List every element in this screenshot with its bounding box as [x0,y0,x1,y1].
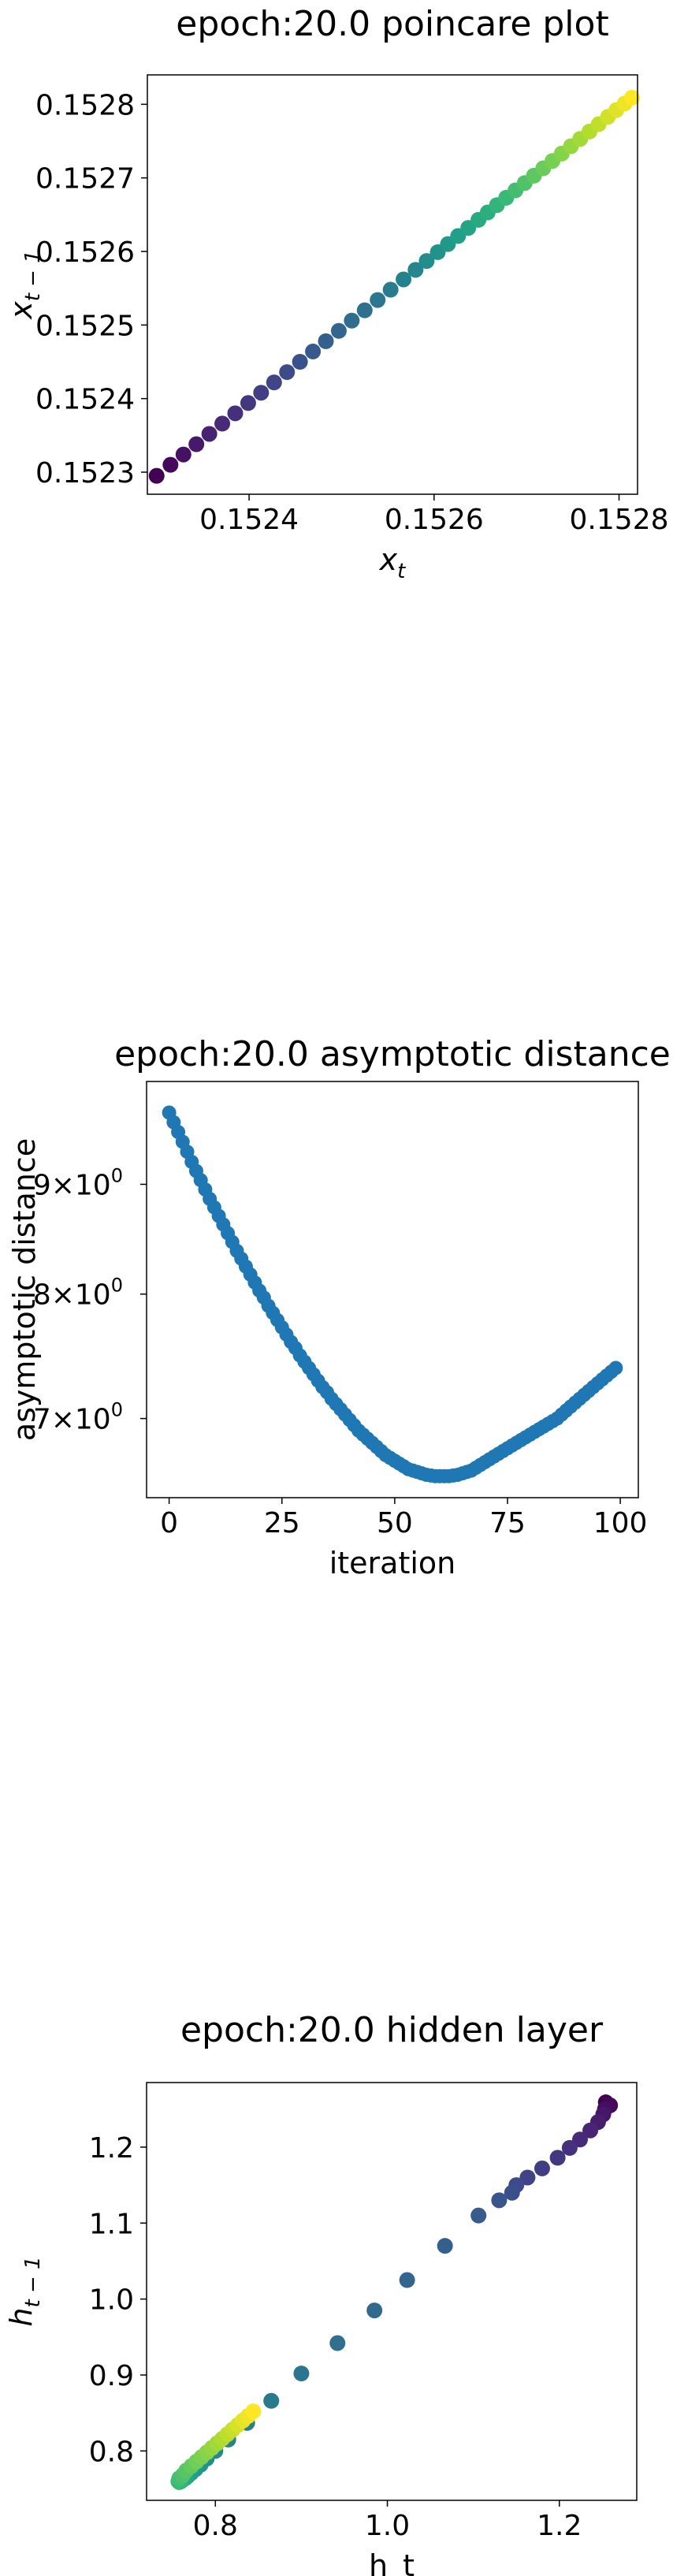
x-tick-label: 100 [593,1507,648,1539]
chart-title: epoch:20.0 asymptotic distance [114,1034,671,1074]
data-point [561,2139,578,2156]
data-point [396,271,412,288]
y-tick-label: 9×100 [33,1164,123,1201]
data-point [214,415,231,432]
data-point [418,253,435,270]
y-axis-label: ht − 1 [4,2256,45,2326]
data-point [292,354,308,370]
y-tick-exponent: 0 [111,1275,123,1297]
data-point [240,395,256,411]
y-tick-label: 0.9 [89,2360,134,2392]
data-point [470,2207,487,2224]
y-tick-exponent: 0 [111,1399,123,1421]
data-point [519,2169,536,2186]
x-tick-label: 0 [160,1507,178,1539]
x-tick-label: 75 [489,1507,526,1539]
data-point [407,262,424,278]
data-point [266,374,282,391]
y-axis-label: asymptotic distance [7,1138,42,1441]
data-point [534,2160,550,2176]
x-axis-label: xt [379,542,407,583]
x-tick-label: 0.1528 [570,504,669,536]
axes-frame [146,1081,639,1498]
data-point [437,2238,453,2254]
y-tick-label: 1.0 [89,2284,134,2317]
axes-frame [147,74,638,495]
y-tick-exponent: 0 [111,1164,123,1186]
data-point [201,426,218,442]
y-tick-label: 0.1524 [35,384,135,416]
chart-title: epoch:20.0 hidden layer [180,2010,604,2050]
x-tick-label: 1.0 [365,2510,410,2542]
data-point [330,322,347,339]
chart-2: epoch:20.0 asymptotic distance 0 25 50 75 100… [7,1034,671,1580]
data-point [582,2122,599,2139]
data-point [491,2192,508,2209]
data-point [263,2392,280,2409]
y-tick-label: 1.2 [89,2132,134,2165]
data-point [318,333,334,349]
data-point [293,2366,310,2382]
x-tick-label: 0.8 [193,2510,238,2542]
data-point [245,2403,262,2420]
y-tick-label: 7×100 [33,1399,123,1436]
data-point [366,2302,383,2319]
y-tick-label: 0.1528 [35,89,135,121]
x-tick-label: 0.1526 [385,504,484,536]
y-tick-label: 8×100 [33,1275,123,1312]
data-point [504,2184,520,2201]
y-tick-label: 0.1527 [35,163,135,195]
y-tick-label: 0.1525 [35,310,135,342]
y-tick-label: 0.1523 [35,457,135,490]
data-point [227,405,244,422]
data-point [305,343,322,359]
data-point [623,89,640,106]
data-point [608,1361,623,1375]
chart-3: epoch:20.0 hidden layer 0.8 1.0 1.2 0.8 0.9 1.… [4,2010,638,2576]
data-point [382,281,399,298]
chart-1: epoch:20.0 poincare plot 0.1524 0.1526 0.15… [4,4,669,583]
data-point [279,364,296,381]
data-point [370,292,386,308]
data-point [253,385,270,401]
data-point [344,312,360,329]
y-axis-label: xt − 1 [4,250,45,320]
data-point [399,2272,415,2288]
y-tick-label: 0.1526 [35,236,135,269]
x-tick-label: 1.2 [537,2510,582,2542]
y-tick-label: 0.8 [89,2436,134,2468]
axes-frame [146,2082,638,2501]
data-point [356,302,373,318]
data-point [175,446,191,463]
x-tick-label: 50 [377,1507,413,1539]
x-tick-label: 25 [264,1507,300,1539]
data-point [329,2335,346,2351]
chart-title: epoch:20.0 poincare plot [176,4,608,44]
y-tick-label: 1.1 [89,2208,134,2240]
x-axis-label: h_t [369,2548,415,2576]
data-point [162,456,179,473]
data-point [148,467,165,484]
x-axis-label: iteration [329,1546,456,1580]
x-tick-label: 0.1524 [199,504,299,536]
data-point [188,436,205,452]
data-point [549,2150,566,2166]
